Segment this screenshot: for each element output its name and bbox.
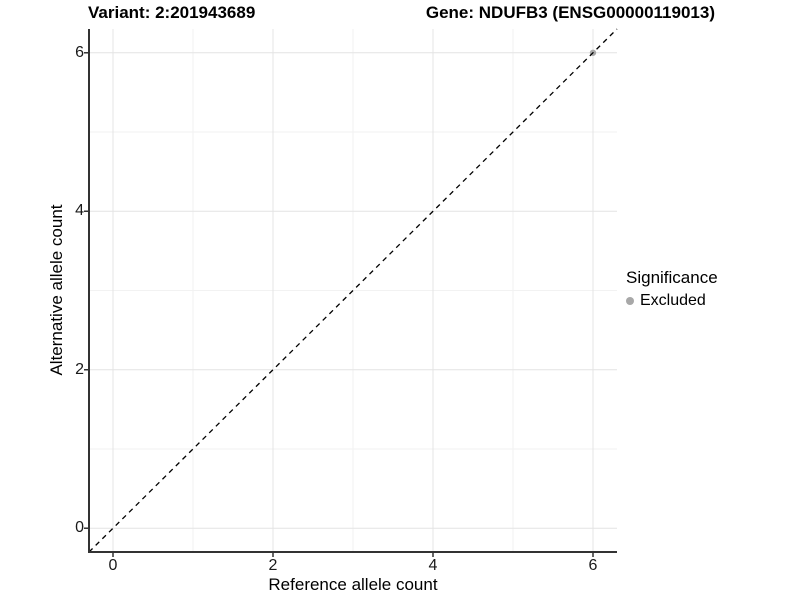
gene-title: Gene: NDUFB3 (ENSG00000119013): [425, 3, 715, 22]
y-tick-label: 6: [75, 43, 84, 61]
x-tick-label: 2: [268, 557, 278, 574]
identity-line: [88, 28, 618, 553]
y-axis-title: Alternative allele count: [47, 204, 66, 376]
legend: Significance Excluded: [626, 266, 796, 311]
x-axis-title: Reference allele count: [268, 575, 438, 594]
legend-title: Significance: [626, 268, 718, 287]
legend-item-excluded: Excluded: [626, 290, 796, 311]
x-tick-label: 6: [588, 557, 598, 574]
y-tick-label: 4: [75, 202, 84, 220]
legend-item-label: Excluded: [640, 292, 706, 309]
x-tick-label: 4: [428, 557, 438, 574]
y-tick-label: 2: [75, 360, 84, 378]
circle-point-icon: [626, 296, 634, 305]
x-tick-label: 0: [108, 557, 118, 574]
variant-title: Variant: 2:201943689: [88, 3, 256, 22]
y-tick-label: 0: [75, 519, 84, 537]
